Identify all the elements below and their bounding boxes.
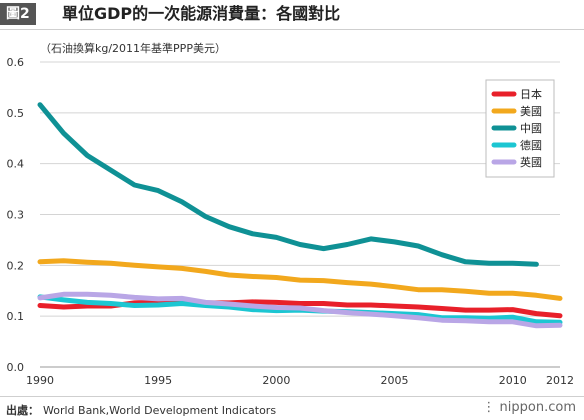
footer-divider xyxy=(0,396,584,397)
y-tick-label: 0.5 xyxy=(7,107,25,120)
brand-watermark: ⋮ nippon.com xyxy=(482,400,576,415)
header-divider xyxy=(0,29,584,30)
source-text: World Bank,World Development Indicators xyxy=(43,404,277,417)
x-axis-ticks: 1990 1995 2000 2005 2010 2012 xyxy=(26,374,574,387)
y-tick-label: 0.4 xyxy=(7,158,25,171)
y-tick-label: 0.6 xyxy=(7,56,25,69)
source-label: 出處： xyxy=(6,404,39,417)
brand-text: nippon.com xyxy=(499,400,576,415)
source-note: 出處： World Bank,World Development Indicato… xyxy=(6,402,276,418)
series-line xyxy=(37,258,563,301)
series-lines xyxy=(37,102,563,329)
legend-label: 英國 xyxy=(520,155,542,169)
y-tick-label: 0.3 xyxy=(7,209,25,222)
y-axis-ticks: 0.0 0.1 0.2 0.3 0.4 0.5 0.6 xyxy=(7,56,25,374)
figure-badge: 圖2 xyxy=(0,3,36,25)
legend-label: 美國 xyxy=(520,105,542,118)
series-line xyxy=(37,102,539,267)
nippon-logo-icon: ⋮ xyxy=(482,400,496,415)
y-tick-label: 0.1 xyxy=(7,310,25,323)
x-tick-label: 1990 xyxy=(26,374,54,387)
y-axis-unit-label: （石油換算kg/2011年基準PPP美元） xyxy=(40,42,226,55)
x-tick-label: 2005 xyxy=(381,374,409,387)
x-tick-label: 1995 xyxy=(144,374,172,387)
legend-label: 德國 xyxy=(520,138,542,152)
x-tick-label: 2012 xyxy=(546,374,574,387)
chart-header: 圖2 單位GDP的一次能源消費量：各國對比 xyxy=(0,0,584,30)
y-tick-label: 0.0 xyxy=(7,361,25,374)
chart-title: 單位GDP的一次能源消費量：各國對比 xyxy=(62,4,341,23)
x-tick-label: 2000 xyxy=(262,374,290,387)
series-line xyxy=(37,291,563,329)
x-tick-label: 2010 xyxy=(499,374,527,387)
y-tick-label: 0.2 xyxy=(7,259,25,272)
legend-label: 中國 xyxy=(520,122,542,135)
gridlines xyxy=(40,61,560,368)
legend-label: 日本 xyxy=(520,87,542,101)
